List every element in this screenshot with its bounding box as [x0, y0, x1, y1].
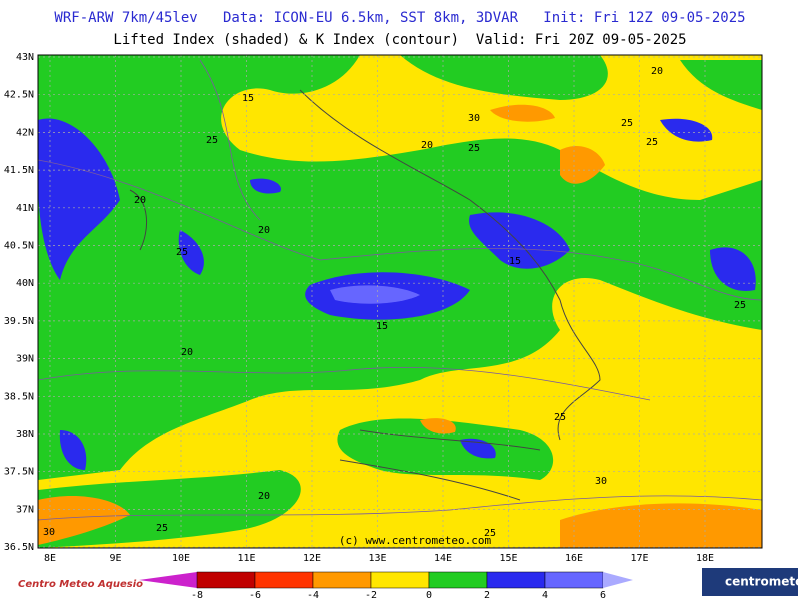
- colorbar-tick: -8: [191, 590, 203, 600]
- contour-label: 25: [621, 118, 633, 129]
- contour-label: 20: [181, 347, 193, 358]
- colorbar-tick: 6: [600, 590, 606, 600]
- colorbar-tick: -6: [249, 590, 261, 600]
- lon-label: 8E: [44, 553, 56, 564]
- map-field: [38, 55, 762, 548]
- colorbar-low: [139, 572, 197, 588]
- subtitle: Lifted Index (shaded) & K Index (contour…: [113, 32, 686, 48]
- lat-label: 43N: [16, 52, 34, 63]
- lat-label: 39N: [16, 354, 34, 365]
- lon-label: 9E: [109, 553, 121, 564]
- colorbar-segment: [428, 571, 488, 589]
- contour-label: 25: [484, 528, 496, 539]
- contour-label: 15: [376, 321, 388, 332]
- lat-label: 42.5N: [4, 90, 34, 101]
- colorbar-tick: 2: [484, 590, 490, 600]
- lat-label: 41N: [16, 203, 34, 214]
- lon-label: 12E: [303, 553, 321, 564]
- lon-label: 18E: [696, 553, 714, 564]
- contour-label: 20: [258, 225, 270, 236]
- lat-label: 37.5N: [4, 467, 34, 478]
- lon-label: 13E: [368, 553, 386, 564]
- lon-label: 16E: [565, 553, 583, 564]
- contour-label: 20: [651, 66, 663, 77]
- lat-label: 42N: [16, 127, 34, 138]
- contour-label: 15: [242, 93, 254, 104]
- lon-label: 11E: [237, 553, 255, 564]
- watermark: (c) www.centrometeo.com: [339, 534, 492, 547]
- contour-label: 25: [646, 137, 658, 148]
- contour-label: 25: [734, 300, 746, 311]
- contour-label: 25: [468, 143, 480, 154]
- contour-label: 20: [421, 140, 433, 151]
- lat-label: 40N: [16, 278, 34, 289]
- colorbar-tick: -2: [365, 590, 377, 600]
- lat-label: 41.5N: [4, 165, 34, 176]
- lon-label: 15E: [499, 553, 517, 564]
- map-frame: [37, 54, 763, 549]
- colorbar-segment: [312, 571, 372, 589]
- colorbar-segment: [196, 571, 256, 589]
- lon-label: 14E: [434, 553, 452, 564]
- lat-label: 37N: [16, 504, 34, 515]
- contour-label: 30: [595, 476, 607, 487]
- lat-label: 36.5N: [4, 542, 34, 553]
- colorbar-tick: 4: [542, 590, 548, 600]
- colorbar-segment: [486, 571, 546, 589]
- contour-label: 25: [176, 247, 188, 258]
- contour-label: 30: [43, 527, 55, 538]
- contour-label: 25: [206, 135, 218, 146]
- colorbar-high: [603, 572, 633, 588]
- contour-label: 20: [134, 195, 146, 206]
- title: WRF-ARW 7km/45lev Data: ICON-EU 6.5km, S…: [54, 10, 745, 26]
- colorbar-tick: -4: [307, 590, 319, 600]
- lat-label: 39.5N: [4, 316, 34, 327]
- colorbar-segment: [254, 571, 314, 589]
- contour-label: 25: [554, 412, 566, 423]
- contour-label: 15: [509, 256, 521, 267]
- right-logo-box: [702, 568, 798, 596]
- contour-label: 30: [468, 113, 480, 124]
- colorbar-segment: [544, 571, 604, 589]
- lon-label: 17E: [630, 553, 648, 564]
- contour-label: 25: [156, 523, 168, 534]
- lat-label: 38N: [16, 429, 34, 440]
- right-logo: centrometeo: [725, 575, 800, 589]
- colorbar-segment: [370, 571, 430, 589]
- contour-label: 20: [258, 491, 270, 502]
- lon-label: 10E: [172, 553, 190, 564]
- left-logo: Centro Meteo Aquesio: [18, 579, 143, 590]
- colorbar-tick: 0: [426, 590, 432, 600]
- lat-label: 38.5N: [4, 391, 34, 402]
- lat-label: 40.5N: [4, 241, 34, 252]
